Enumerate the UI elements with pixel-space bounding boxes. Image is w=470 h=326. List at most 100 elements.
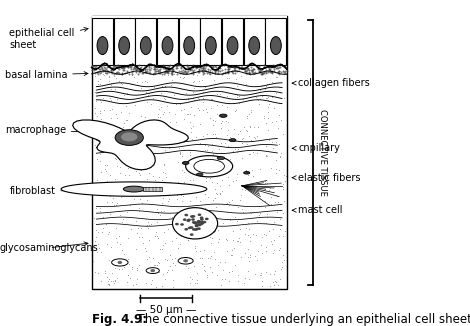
Point — [280, 187, 287, 192]
Point — [180, 140, 188, 145]
Point — [100, 65, 108, 70]
Point — [154, 259, 162, 264]
Point — [164, 137, 171, 142]
Point — [88, 64, 95, 69]
Point — [245, 277, 252, 282]
Point — [277, 151, 284, 156]
Point — [241, 276, 249, 281]
Point — [188, 64, 196, 69]
Point — [225, 200, 232, 205]
Point — [189, 177, 197, 182]
Point — [187, 126, 195, 131]
Point — [249, 67, 257, 72]
Point — [99, 67, 107, 73]
Point — [222, 236, 230, 242]
Point — [135, 69, 143, 75]
Point — [173, 66, 180, 71]
Point — [196, 256, 204, 261]
Circle shape — [196, 228, 199, 230]
Point — [280, 185, 287, 190]
Point — [258, 70, 266, 76]
Point — [249, 174, 257, 179]
Point — [188, 167, 196, 172]
Point — [196, 140, 204, 145]
Point — [155, 111, 162, 116]
Circle shape — [194, 222, 197, 224]
Point — [275, 64, 282, 69]
Point — [254, 97, 262, 102]
Point — [143, 68, 150, 74]
Point — [211, 174, 219, 179]
Point — [136, 68, 144, 73]
Point — [158, 177, 165, 182]
Point — [248, 69, 256, 75]
Point — [130, 162, 137, 167]
Point — [266, 138, 273, 143]
Point — [226, 278, 233, 284]
Point — [207, 240, 215, 245]
Point — [272, 119, 279, 124]
Point — [149, 277, 156, 283]
Point — [163, 69, 171, 75]
Point — [262, 154, 270, 159]
Point — [233, 172, 241, 177]
Point — [208, 105, 215, 111]
Point — [216, 191, 224, 196]
Point — [251, 134, 258, 140]
Point — [184, 96, 191, 101]
Point — [118, 187, 125, 193]
Point — [204, 216, 211, 222]
Point — [264, 211, 271, 216]
Point — [100, 63, 107, 68]
Point — [244, 67, 251, 72]
Point — [251, 70, 258, 76]
Point — [243, 65, 251, 70]
Point — [164, 70, 171, 75]
Point — [128, 264, 135, 269]
Point — [256, 273, 264, 278]
Point — [245, 70, 253, 75]
Point — [109, 146, 117, 152]
Point — [189, 89, 197, 95]
Point — [159, 271, 166, 276]
Point — [185, 257, 193, 262]
Polygon shape — [73, 120, 188, 170]
Point — [275, 100, 282, 105]
Point — [89, 64, 97, 69]
Point — [151, 64, 159, 69]
Point — [207, 234, 214, 240]
Point — [139, 190, 146, 196]
Point — [196, 249, 204, 254]
Point — [249, 167, 256, 172]
Point — [97, 99, 105, 104]
Point — [135, 63, 142, 68]
Point — [261, 86, 269, 91]
Point — [243, 226, 250, 231]
Point — [176, 241, 183, 246]
Point — [273, 166, 280, 171]
Point — [245, 259, 253, 264]
Point — [245, 226, 252, 231]
Point — [98, 278, 105, 283]
Point — [96, 67, 104, 72]
Point — [258, 67, 265, 73]
Point — [180, 107, 188, 112]
Point — [220, 165, 227, 170]
Text: epithelial cell
sheet: epithelial cell sheet — [9, 27, 88, 50]
Point — [219, 267, 226, 273]
Point — [192, 246, 199, 251]
Point — [224, 69, 231, 75]
Point — [187, 67, 194, 72]
Point — [100, 146, 107, 151]
Point — [137, 65, 144, 70]
Point — [182, 71, 190, 76]
Point — [273, 66, 281, 71]
Point — [256, 70, 264, 75]
Point — [147, 63, 155, 68]
Point — [122, 117, 130, 123]
Circle shape — [190, 233, 194, 236]
Point — [219, 189, 226, 194]
Point — [226, 202, 233, 208]
Point — [119, 193, 126, 199]
Point — [280, 257, 288, 262]
